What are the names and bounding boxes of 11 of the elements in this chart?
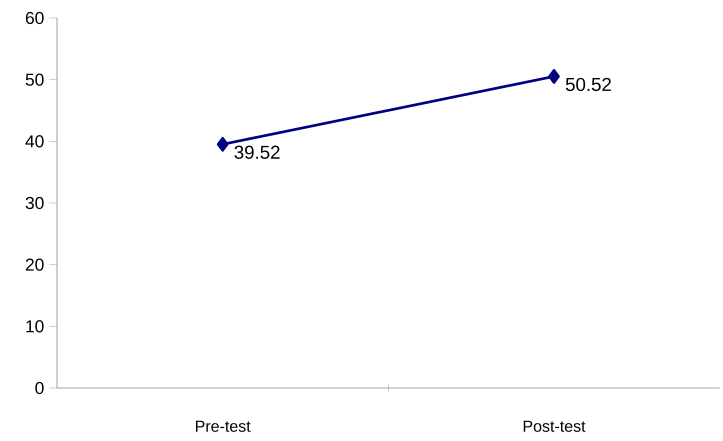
y-tick-label: 10 <box>26 320 44 332</box>
x-tick-label: Pre-test <box>196 420 251 432</box>
y-tick-label: 20 <box>26 258 44 271</box>
y-tick-label: 0 <box>35 382 44 394</box>
y-tick-label: 50 <box>26 74 44 86</box>
y-tick-label: 30 <box>26 196 44 210</box>
data-label: 39.52 <box>234 146 280 159</box>
x-tick-label: Post-test <box>524 420 586 432</box>
data-label: 50.52 <box>566 78 611 92</box>
y-tick-label: 60 <box>26 12 44 24</box>
y-tick-label: 40 <box>25 135 44 148</box>
